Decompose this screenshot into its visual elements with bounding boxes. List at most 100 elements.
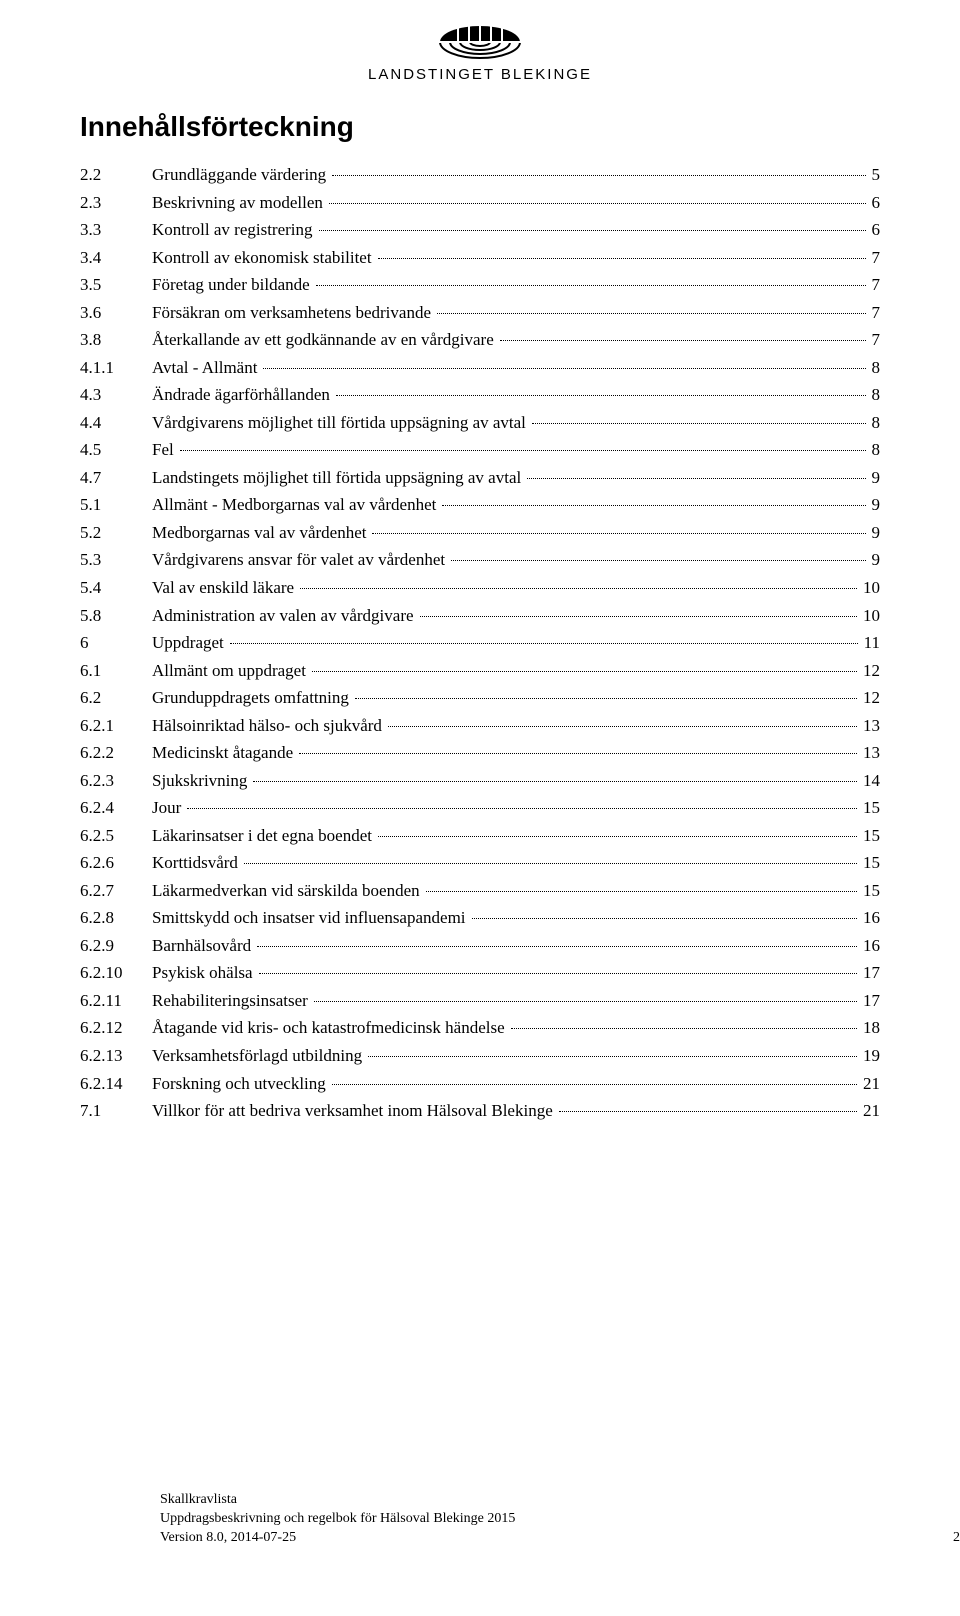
toc-row: 6.2.5Läkarinsatser i det egna boendet15 xyxy=(80,822,880,850)
toc-leader xyxy=(388,726,857,727)
toc-leader xyxy=(511,1028,857,1029)
toc-entry-number: 6.2.10 xyxy=(80,959,152,987)
toc-row: 6.2.14Forskning och utveckling21 xyxy=(80,1070,880,1098)
toc-entry-title: Allmänt - Medborgarnas val av vårdenhet xyxy=(152,491,440,519)
toc-entry-page: 12 xyxy=(859,684,880,712)
toc-row: 6.2.2Medicinskt åtagande13 xyxy=(80,739,880,767)
toc-entry-number: 2.3 xyxy=(80,189,152,217)
toc-entry-page: 21 xyxy=(859,1070,880,1098)
toc-entry-title: Hälsoinriktad hälso- och sjukvård xyxy=(152,712,386,740)
toc-row: 6.2.8Smittskydd och insatser vid influen… xyxy=(80,904,880,932)
toc-entry-page: 13 xyxy=(859,712,880,740)
toc-leader xyxy=(527,478,865,479)
toc-entry-page: 17 xyxy=(859,987,880,1015)
toc-leader xyxy=(187,808,857,809)
toc-entry-title: Smittskydd och insatser vid influensapan… xyxy=(152,904,470,932)
toc-entry-number: 5.4 xyxy=(80,574,152,602)
toc-leader xyxy=(426,891,857,892)
toc-entry-title: Rehabiliteringsinsatser xyxy=(152,987,312,1015)
toc-entry-page: 7 xyxy=(868,271,881,299)
toc-leader xyxy=(372,533,865,534)
toc-row: 3.5Företag under bildande7 xyxy=(80,271,880,299)
toc-entry-number: 4.3 xyxy=(80,381,152,409)
toc-row: 5.1Allmänt - Medborgarnas val av vårdenh… xyxy=(80,491,880,519)
toc-row: 6.2.10Psykisk ohälsa17 xyxy=(80,959,880,987)
toc-entry-number: 3.4 xyxy=(80,244,152,272)
toc-entry-title: Återkallande av ett godkännande av en vå… xyxy=(152,326,498,354)
toc-row: 5.4Val av enskild läkare10 xyxy=(80,574,880,602)
toc-row: 4.1.1Avtal - Allmänt8 xyxy=(80,354,880,382)
toc-row: 6.2.4Jour15 xyxy=(80,794,880,822)
toc-entry-number: 4.4 xyxy=(80,409,152,437)
toc-row: 5.8Administration av valen av vårdgivare… xyxy=(80,602,880,630)
toc-leader xyxy=(368,1056,857,1057)
toc-entry-title: Forskning och utveckling xyxy=(152,1070,330,1098)
toc-entry-title: Kontroll av registrering xyxy=(152,216,317,244)
toc-entry-page: 10 xyxy=(859,602,880,630)
toc-leader xyxy=(451,560,865,561)
toc-row: 4.4Vårdgivarens möjlighet till förtida u… xyxy=(80,409,880,437)
toc-entry-title: Medicinskt åtagande xyxy=(152,739,297,767)
toc-entry-title: Allmänt om uppdraget xyxy=(152,657,310,685)
toc-row: 4.5Fel8 xyxy=(80,436,880,464)
toc-entry-title: Ändrade ägarförhållanden xyxy=(152,381,334,409)
toc-entry-number: 4.7 xyxy=(80,464,152,492)
toc-entry-page: 15 xyxy=(859,822,880,850)
toc-entry-number: 7.1 xyxy=(80,1097,152,1125)
toc-entry-title: Val av enskild läkare xyxy=(152,574,298,602)
toc-entry-page: 8 xyxy=(868,354,881,382)
toc-entry-title: Medborgarnas val av vårdenhet xyxy=(152,519,370,547)
toc-entry-title: Kontroll av ekonomisk stabilitet xyxy=(152,244,376,272)
table-of-contents: 2.2Grundläggande värdering52.3Beskrivnin… xyxy=(80,161,880,1125)
toc-row: 2.3Beskrivning av modellen6 xyxy=(80,189,880,217)
toc-entry-title: Villkor för att bedriva verksamhet inom … xyxy=(152,1097,557,1125)
toc-entry-number: 6.2.12 xyxy=(80,1014,152,1042)
toc-entry-number: 6.2.5 xyxy=(80,822,152,850)
toc-entry-title: Sjukskrivning xyxy=(152,767,251,795)
toc-entry-title: Administration av valen av vårdgivare xyxy=(152,602,418,630)
toc-entry-number: 3.3 xyxy=(80,216,152,244)
toc-leader xyxy=(316,285,866,286)
toc-leader xyxy=(257,946,857,947)
toc-entry-number: 6.2.13 xyxy=(80,1042,152,1070)
toc-entry-page: 6 xyxy=(868,189,881,217)
toc-entry-number: 5.3 xyxy=(80,546,152,574)
org-logo: LANDSTINGET BLEKINGE xyxy=(80,24,880,83)
toc-leader xyxy=(378,836,857,837)
toc-entry-page: 16 xyxy=(859,904,880,932)
toc-entry-page: 15 xyxy=(859,794,880,822)
toc-entry-page: 8 xyxy=(868,381,881,409)
toc-row: 6.2.9Barnhälsovård16 xyxy=(80,932,880,960)
footer-line-1: Skallkravlista xyxy=(160,1491,960,1510)
toc-row: 6.2.7Läkarmedverkan vid särskilda boende… xyxy=(80,877,880,905)
toc-leader xyxy=(500,340,866,341)
toc-entry-page: 7 xyxy=(868,299,881,327)
toc-leader xyxy=(314,1001,857,1002)
toc-entry-title: Vårdgivarens möjlighet till förtida upps… xyxy=(152,409,530,437)
toc-leader xyxy=(442,505,865,506)
toc-row: 3.4Kontroll av ekonomisk stabilitet7 xyxy=(80,244,880,272)
toc-row: 6.1Allmänt om uppdraget12 xyxy=(80,657,880,685)
footer-page-number: 2 xyxy=(953,1529,960,1548)
toc-entry-number: 2.2 xyxy=(80,161,152,189)
toc-entry-number: 6.2.1 xyxy=(80,712,152,740)
toc-leader xyxy=(355,698,857,699)
toc-entry-page: 18 xyxy=(859,1014,880,1042)
toc-entry-title: Fel xyxy=(152,436,178,464)
page-footer: Skallkravlista Uppdragsbeskrivning och r… xyxy=(160,1491,960,1548)
toc-entry-title: Jour xyxy=(152,794,185,822)
toc-entry-page: 21 xyxy=(859,1097,880,1125)
toc-leader xyxy=(319,230,866,231)
footer-line-2: Uppdragsbeskrivning och regelbok för Häl… xyxy=(160,1510,960,1529)
page-title: Innehållsförteckning xyxy=(80,111,880,143)
toc-entry-title: Uppdraget xyxy=(152,629,228,657)
toc-entry-title: Psykisk ohälsa xyxy=(152,959,257,987)
toc-row: 4.3Ändrade ägarförhållanden 8 xyxy=(80,381,880,409)
toc-leader xyxy=(299,753,857,754)
toc-entry-page: 14 xyxy=(859,767,880,795)
toc-entry-number: 6.2.11 xyxy=(80,987,152,1015)
toc-entry-number: 6.2.9 xyxy=(80,932,152,960)
toc-entry-title: Företag under bildande xyxy=(152,271,314,299)
toc-entry-number: 6 xyxy=(80,629,152,657)
toc-leader xyxy=(420,616,857,617)
